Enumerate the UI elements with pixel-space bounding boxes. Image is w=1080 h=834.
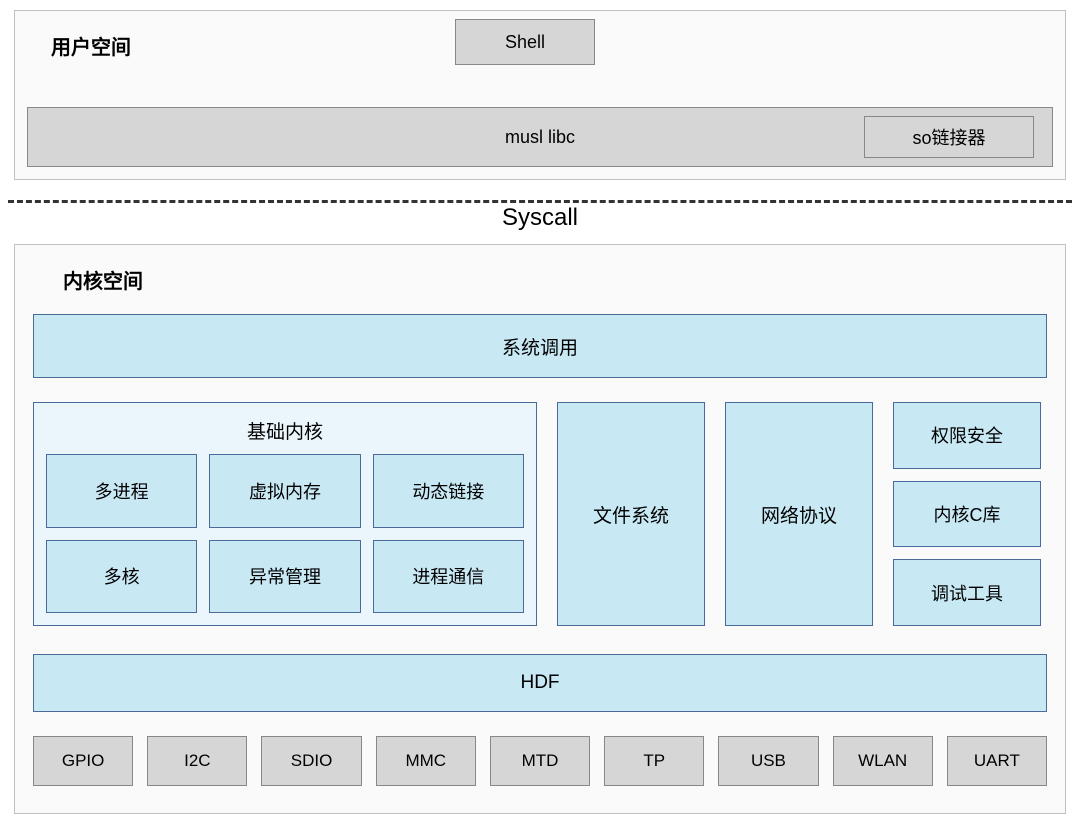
driver-mmc: MMC xyxy=(376,736,476,786)
bk-cell-exception-mgmt: 异常管理 xyxy=(209,540,360,614)
syscall-divider: Syscall xyxy=(14,194,1066,230)
kernel-space-container: 内核空间 系统调用 基础内核 多进程 虚拟内存 动态链接 多核 异常管理 进程通… xyxy=(14,244,1066,814)
kernel-mid-row: 基础内核 多进程 虚拟内存 动态链接 多核 异常管理 进程通信 文件系统 网络协… xyxy=(33,402,1047,626)
libc-box: musl libc so链接器 xyxy=(27,107,1053,167)
driver-wlan: WLAN xyxy=(833,736,933,786)
divider-line xyxy=(8,200,1072,203)
driver-i2c: I2C xyxy=(147,736,247,786)
right-column: 权限安全 内核C库 调试工具 xyxy=(893,402,1041,626)
syscall-bar: 系统调用 xyxy=(33,314,1047,378)
bk-cell-multicore: 多核 xyxy=(46,540,197,614)
driver-mtd: MTD xyxy=(490,736,590,786)
hdf-bar: HDF xyxy=(33,654,1047,712)
shell-box: Shell xyxy=(455,19,595,65)
debug-tools-box: 调试工具 xyxy=(893,559,1041,626)
driver-row: GPIO I2C SDIO MMC MTD TP USB WLAN UART xyxy=(33,736,1047,786)
driver-uart: UART xyxy=(947,736,1047,786)
so-linker-box: so链接器 xyxy=(864,116,1034,158)
syscall-label: Syscall xyxy=(14,204,1066,232)
bk-cell-ipc: 进程通信 xyxy=(373,540,524,614)
driver-tp: TP xyxy=(604,736,704,786)
security-box: 权限安全 xyxy=(893,402,1041,469)
kernel-space-title: 内核空间 xyxy=(27,245,1053,308)
libc-row: musl libc so链接器 xyxy=(27,107,1053,167)
network-box: 网络协议 xyxy=(725,402,873,626)
bk-cell-dynamic-link: 动态链接 xyxy=(373,454,524,528)
libc-label: musl libc xyxy=(505,127,575,148)
base-kernel-grid: 多进程 虚拟内存 动态链接 多核 异常管理 进程通信 xyxy=(46,454,524,613)
base-kernel-container: 基础内核 多进程 虚拟内存 动态链接 多核 异常管理 进程通信 xyxy=(33,402,537,626)
driver-usb: USB xyxy=(718,736,818,786)
bk-cell-multiprocess: 多进程 xyxy=(46,454,197,528)
filesystem-box: 文件系统 xyxy=(557,402,705,626)
base-kernel-title: 基础内核 xyxy=(46,411,524,454)
driver-gpio: GPIO xyxy=(33,736,133,786)
kernel-clib-box: 内核C库 xyxy=(893,481,1041,548)
user-space-container: 用户空间 Shell musl libc so链接器 xyxy=(14,10,1066,180)
bk-cell-virtual-memory: 虚拟内存 xyxy=(209,454,360,528)
driver-sdio: SDIO xyxy=(261,736,361,786)
